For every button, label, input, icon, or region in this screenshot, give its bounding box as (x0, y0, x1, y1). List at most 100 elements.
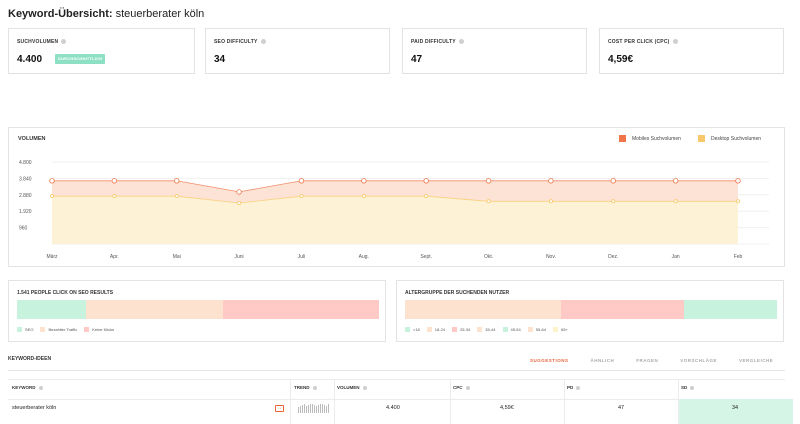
seo-clicks-legend: SEO Bezahlter Traffic Keine Klicks (17, 327, 121, 332)
column-header-cpc[interactable]: CPC (453, 385, 470, 390)
pd-cell: 47 (618, 405, 625, 411)
keyword-ideas-title: KEYWORD-IDEEN (8, 356, 52, 362)
sparkline-bar (320, 404, 321, 413)
info-icon[interactable] (61, 39, 67, 45)
legend-item-age: 25-34 (452, 327, 470, 332)
y-tick-label: 960 (19, 226, 28, 232)
legend-item-age: 65+ (552, 327, 568, 332)
age-groups-legend: <18 18-24 25-34 35-44 45-54 55-64 65+ (405, 327, 575, 332)
age-groups-title: ALTERGRUPPE DER SUCHENDEN NUTZER (405, 290, 510, 296)
data-point (236, 189, 242, 195)
sparkline-bar (306, 406, 307, 413)
legend-swatch (477, 327, 483, 332)
column-divider (334, 379, 335, 424)
x-tick-label: Mai (173, 254, 181, 260)
data-point (112, 194, 117, 199)
seo-clicks-bar (17, 300, 379, 319)
info-icon[interactable] (260, 39, 266, 45)
age-group-segment (405, 300, 562, 319)
series-line-desktop (52, 195, 738, 204)
info-icon[interactable] (672, 39, 678, 45)
legend-swatch-desktop (698, 135, 705, 142)
legend-swatch-mobile (619, 135, 626, 142)
info-icon[interactable] (576, 385, 581, 390)
age-groups-panel: ALTERGRUPPE DER SUCHENDEN NUTZER <18 18-2… (396, 280, 784, 342)
column-header-label: VOLUMEN (337, 385, 360, 390)
legend-label: 25-34 (460, 327, 471, 332)
legend-item-age: 35-44 (477, 327, 496, 332)
volume-chart: 4.800 3.840 2.880 1.920 960 März Apr. Mai Juni Ju… (8, 127, 785, 267)
data-point (174, 194, 179, 199)
seo-clicks-segment (85, 300, 224, 319)
arrow-icon[interactable]: → (275, 405, 284, 412)
data-point (424, 194, 429, 199)
metric-label: SEO DIFFICULTY (214, 39, 258, 45)
seo-clicks-segment (223, 300, 379, 319)
age-group-segment (683, 300, 777, 319)
tab-fragen[interactable]: FRAGEN (636, 358, 659, 363)
keyword-cell[interactable]: steuerberater köln (12, 405, 57, 411)
info-icon[interactable] (465, 385, 470, 390)
y-tick-label: 4.800 (19, 160, 32, 166)
column-divider (678, 379, 679, 424)
legend-item-age: 45-54 (502, 327, 521, 332)
legend-item-mobile[interactable]: Mobiles Suchvolumen (619, 135, 681, 142)
column-header-label: KEYWORD (12, 385, 36, 390)
data-point (548, 199, 553, 204)
x-tick-label: Juni (234, 254, 243, 260)
column-header-label: CPC (453, 385, 463, 390)
info-icon[interactable] (690, 385, 695, 390)
legend-item-paid: Bezahlter Traffic (40, 327, 77, 332)
tab-vergleiche[interactable]: VERGLEICHE (739, 358, 774, 363)
data-point (111, 178, 118, 184)
legend-item-desktop[interactable]: Desktop Suchvolumen (698, 135, 761, 142)
tab-aehnlich[interactable]: ÄHNLICH (590, 358, 615, 363)
metric-label: COST PER CLICK (CPC) (608, 39, 670, 45)
y-tick-label: 3.840 (19, 176, 32, 182)
divider (8, 379, 785, 380)
legend-label: 18-24 (434, 327, 446, 332)
column-header-sd[interactable]: SD (681, 385, 695, 390)
tab-vorschlaege[interactable]: VORSCHLÄGE (680, 358, 718, 363)
legend-item-no-clicks: Keine Klicks (84, 327, 114, 332)
tab-suggestions[interactable]: SUGGESTIONS (530, 358, 569, 363)
column-header-trend[interactable]: TREND (294, 385, 317, 390)
sparkline-bar (312, 404, 313, 413)
column-header-keyword[interactable]: KEYWORD (12, 385, 43, 390)
x-tick-label: März (46, 254, 58, 260)
sd-cell: 34 (732, 405, 739, 411)
data-point (49, 178, 55, 184)
legend-label: Keine Klicks (92, 327, 115, 332)
chart-title: VOLUMEN (18, 136, 46, 142)
x-tick-label: Sept. (420, 254, 432, 260)
y-tick-label: 1.920 (19, 209, 32, 215)
sparkline-bar (310, 404, 311, 413)
column-header-label: TREND (294, 385, 310, 390)
info-icon[interactable] (312, 385, 317, 390)
sparkline-bar (304, 404, 305, 413)
legend-label: 65+ (560, 327, 568, 332)
age-group-segment (561, 300, 684, 319)
column-header-label: SD (681, 385, 688, 390)
column-header-label: PD (567, 385, 574, 390)
legend-swatch (405, 327, 410, 332)
series-area-desktop (52, 196, 738, 244)
info-icon[interactable] (38, 385, 43, 390)
column-header-pd[interactable]: PD (567, 385, 581, 390)
legend-item-seo: SEO (17, 327, 33, 332)
info-icon[interactable] (458, 39, 464, 45)
x-tick-label: Feb (734, 254, 743, 260)
data-point (361, 194, 366, 199)
data-point (298, 178, 305, 184)
legend-swatch (527, 327, 533, 332)
sparkline-bar (314, 405, 315, 413)
divider (8, 370, 785, 371)
data-point (610, 178, 616, 184)
data-point (423, 178, 429, 184)
metric-card-seo-difficulty: SEO DIFFICULTY 34 (205, 28, 390, 74)
volume-chart-svg: 4.800 3.840 2.880 1.920 960 März Apr. Mai Juni Ju… (19, 160, 769, 260)
column-header-volumen[interactable]: VOLUMEN (337, 385, 367, 390)
sparkline-bar (328, 404, 329, 413)
data-point (736, 199, 741, 204)
info-icon[interactable] (362, 385, 367, 390)
